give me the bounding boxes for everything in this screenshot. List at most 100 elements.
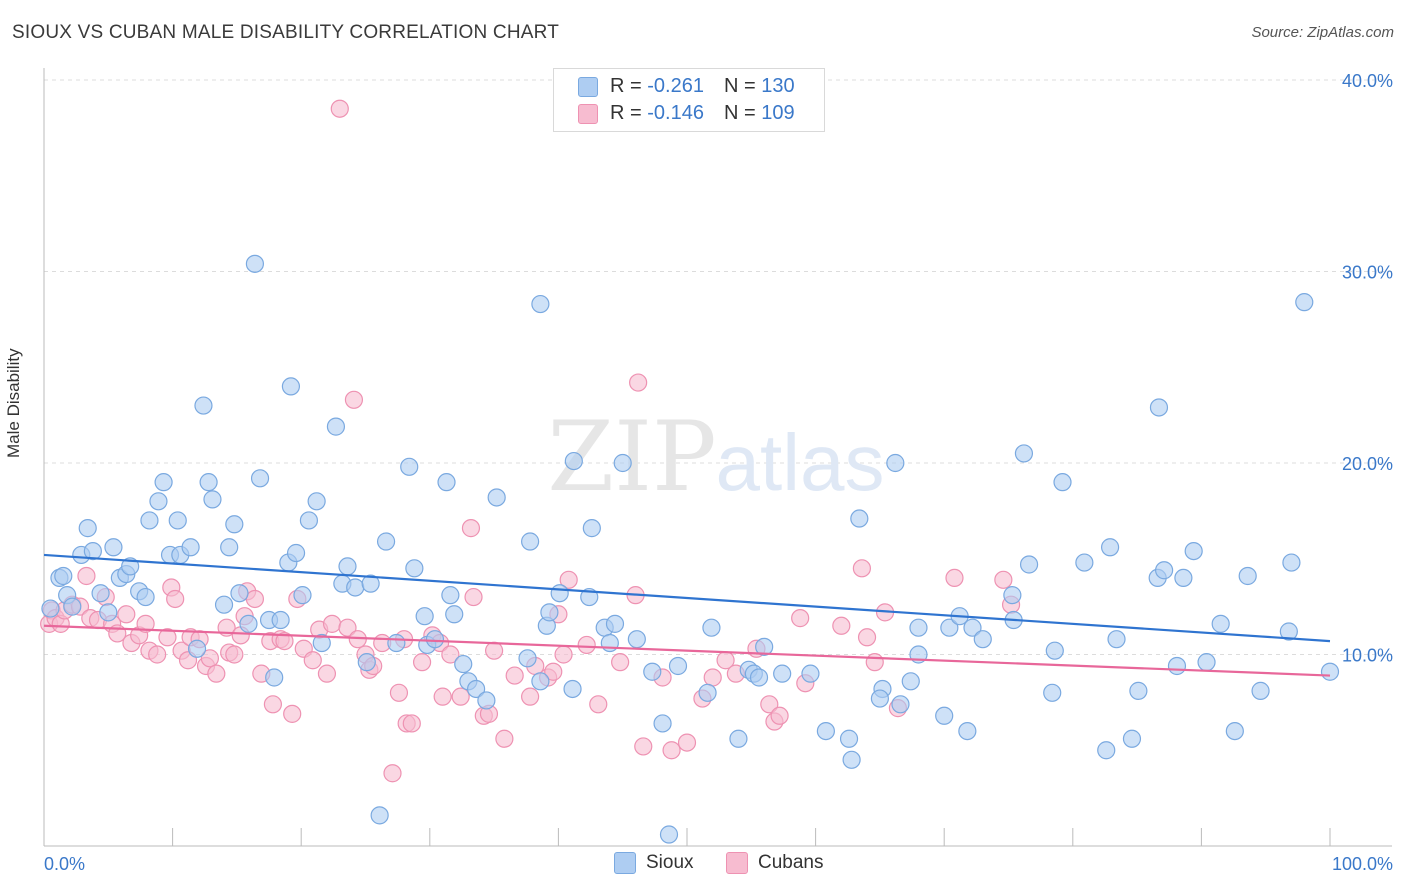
sioux-point-48	[357, 653, 376, 672]
sioux-point-53	[400, 457, 419, 476]
sioux-point-38	[281, 377, 301, 396]
sioux-r-label: R =	[610, 75, 642, 97]
cubans-point-82	[589, 695, 608, 714]
sioux-point-26	[203, 490, 222, 509]
sioux-point-36	[271, 610, 290, 630]
sioux-point-108	[1014, 444, 1034, 463]
sioux-point-135	[659, 825, 679, 844]
sioux-point-9	[99, 603, 118, 622]
sioux-point-16	[140, 511, 159, 530]
sioux-point-20	[168, 511, 187, 530]
sioux-n-value: 130	[761, 75, 795, 97]
trend-lines	[43, 553, 1331, 677]
sioux-point-96	[891, 695, 910, 714]
sioux-legend-swatch	[614, 852, 636, 874]
cubans-point-85	[629, 373, 648, 392]
cubans-point-27	[200, 649, 219, 668]
sioux-point-49	[361, 574, 380, 593]
sioux-point-113	[1075, 553, 1094, 572]
sioux-point-75	[605, 614, 625, 633]
y-tick-label-0: 10.0%	[1342, 646, 1393, 666]
cubans-point-100	[832, 616, 851, 635]
cubans-point-77	[544, 662, 563, 681]
sioux-point-8	[91, 584, 110, 603]
cubans-point-97	[770, 706, 789, 725]
sioux-point-97	[901, 672, 920, 691]
sioux-point-117	[1122, 729, 1142, 748]
sioux-point-131	[1282, 553, 1301, 572]
correlation-legend: R = -0.261 N = 130 R = -0.146 N = 109	[553, 68, 825, 132]
sioux-point-124	[1184, 541, 1203, 561]
sioux-point-57	[437, 473, 456, 492]
cubans-point-64	[433, 687, 452, 706]
sioux-point-128	[1238, 566, 1257, 586]
sioux-point-61	[466, 679, 486, 699]
cubans-point-7	[77, 566, 96, 586]
cubans-point-81	[577, 635, 596, 655]
cubans-point-28	[207, 664, 226, 683]
y-tick-label-2: 30.0%	[1342, 263, 1393, 283]
sioux-point-42	[307, 492, 326, 511]
cubans-point-40	[275, 631, 294, 651]
sioux-legend-label: Sioux	[646, 852, 694, 873]
sioux-point-125	[1197, 653, 1216, 672]
cubans-point-19	[158, 628, 177, 647]
sioux-point-121	[1155, 561, 1174, 580]
sioux-point-56	[425, 630, 445, 649]
cubans-point-41	[283, 704, 302, 723]
source-label: Source: ZipAtlas.com	[1251, 24, 1394, 41]
sioux-point-0	[41, 599, 60, 618]
sioux-point-127	[1225, 721, 1244, 741]
sioux-point-93	[850, 509, 869, 528]
sioux-point-81	[702, 618, 721, 637]
sioux-point-15	[136, 587, 155, 607]
sioux-point-80	[668, 656, 688, 676]
sioux-point-62	[487, 488, 506, 507]
cubans-trend-line	[43, 624, 1331, 677]
bottom-legend-cubans: Cubans	[726, 852, 824, 874]
cubans-point-16	[136, 614, 155, 633]
axes	[43, 68, 1392, 847]
sioux-point-138	[550, 584, 569, 603]
sioux-point-90	[816, 721, 835, 741]
cubans-point-106	[945, 568, 964, 588]
cubans-point-86	[634, 737, 653, 756]
sioux-point-46	[338, 557, 357, 576]
sioux-point-101	[940, 618, 959, 637]
cubans-point-48	[330, 99, 349, 118]
sioux-point-123	[1174, 568, 1193, 588]
sioux-point-25	[199, 473, 218, 492]
cubans-point-91	[703, 668, 722, 687]
sioux-point-35	[265, 668, 284, 687]
sioux-point-51	[376, 532, 396, 551]
sioux-point-137	[415, 607, 434, 626]
sioux-swatch	[578, 76, 598, 97]
cubans-point-80	[559, 570, 578, 589]
cubans-point-98	[791, 609, 810, 628]
sioux-trend-line	[43, 553, 1331, 643]
sioux-point-120	[1149, 398, 1169, 417]
sioux-point-79	[653, 714, 672, 733]
cubans-point-31	[225, 645, 244, 664]
sioux-point-112	[1053, 473, 1072, 492]
sioux-r-value: -0.261	[647, 75, 704, 97]
sioux-point-52	[387, 633, 406, 653]
sioux-point-59	[445, 605, 464, 624]
cubans-point-107	[994, 570, 1013, 589]
sioux-point-134	[454, 654, 473, 674]
sioux-point-27	[214, 595, 234, 614]
cubans-point-13	[117, 605, 136, 624]
sioux-point-110	[1043, 683, 1062, 702]
sioux-point-114	[1097, 741, 1116, 760]
cubans-point-46	[317, 664, 337, 683]
sioux-point-87	[755, 637, 774, 656]
sioux-point-103	[958, 721, 977, 741]
sioux-n-label: N =	[723, 75, 756, 97]
sioux-point-100	[935, 706, 954, 725]
sioux-point-130	[1279, 622, 1298, 641]
y-tick-label-3: 40.0%	[1342, 71, 1393, 91]
sioux-point-139	[870, 689, 890, 708]
x-tick-label-0: 0.0%	[44, 854, 85, 874]
sioux-point-24	[194, 396, 213, 415]
